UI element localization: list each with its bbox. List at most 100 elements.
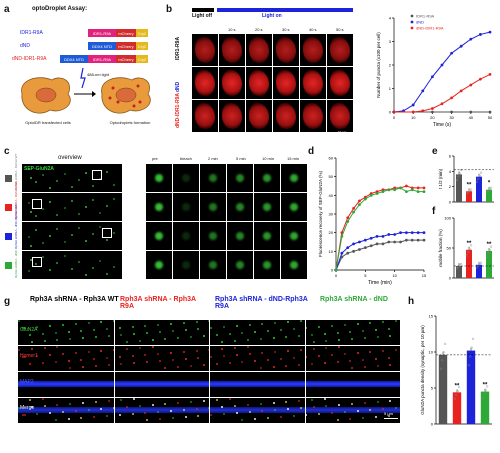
data-point	[363, 197, 367, 201]
frap-timepoint-image	[227, 251, 253, 279]
frap-spot	[263, 174, 271, 182]
overview-header: overview	[58, 155, 82, 161]
cell-fluorescence	[249, 103, 269, 129]
synaptic-punctum	[349, 331, 352, 333]
synaptic-punctum	[146, 332, 149, 334]
legend-label: dND	[416, 20, 424, 25]
synaptic-punctum	[338, 404, 341, 406]
synapse-spot	[35, 181, 38, 183]
synaptic-punctum	[157, 411, 160, 413]
timepoint-label: 20 s	[255, 27, 263, 32]
synaptic-punctum	[151, 339, 154, 341]
synaptic-punctum	[195, 350, 198, 352]
synaptic-punctum	[94, 336, 97, 338]
synaptic-punctum	[87, 351, 90, 353]
data-point	[421, 109, 425, 113]
synaptic-punctum	[221, 348, 224, 350]
synaptic-punctum	[376, 365, 379, 367]
bar	[476, 176, 482, 202]
individual-point	[485, 255, 488, 258]
chart-f-mobile-fraction: 0 50 100 mobile fraction (%) ** **	[438, 216, 494, 281]
synapse-spot	[113, 184, 116, 186]
synaptic-punctum	[235, 325, 238, 327]
synaptic-punctum	[298, 335, 301, 337]
chart-b-puncta-count: 0 10 20 30 40 50 0 1 2 3 4 Time (s) Number of puncta…	[376, 14, 493, 129]
construct-label-idr1: IDR1-R9A	[20, 30, 43, 36]
panel-letter-e: e	[432, 146, 438, 157]
light-label: 488-nm light	[87, 72, 110, 77]
individual-point	[468, 247, 471, 250]
y-tick-label: 60	[329, 156, 334, 161]
construct-part: IDR1-R9A	[88, 55, 116, 63]
optodroplet-image	[273, 34, 299, 66]
individual-point	[455, 267, 458, 270]
synaptic-punctum	[248, 411, 251, 413]
overview-image	[22, 164, 122, 192]
bar	[466, 191, 472, 202]
optodroplet-image	[273, 100, 299, 132]
legend-square-dnd	[5, 262, 12, 269]
synaptic-punctum	[197, 415, 200, 417]
synaptic-punctum	[107, 335, 110, 337]
synaptic-punctum	[49, 354, 52, 356]
synaptic-punctum	[62, 411, 64, 413]
data-point	[431, 110, 434, 114]
overview-image	[22, 193, 122, 221]
synapse-spot	[49, 235, 52, 237]
synaptic-punctum	[331, 354, 333, 356]
y-tick-label: 0	[449, 276, 452, 281]
panel-letter-c: c	[4, 146, 10, 157]
synaptic-punctum	[312, 406, 315, 408]
synapse-spot	[42, 208, 45, 210]
synaptic-punctum	[235, 412, 238, 414]
synaptic-punctum	[395, 407, 398, 409]
individual-point	[471, 337, 475, 340]
synaptic-punctum	[369, 409, 372, 411]
roi-box	[32, 257, 42, 267]
synaptic-punctum	[184, 329, 187, 331]
col-header-5min: 5 min	[236, 156, 246, 161]
optodroplet-image	[219, 67, 245, 99]
frap-spot	[236, 261, 244, 269]
individual-point	[467, 364, 470, 367]
synaptic-punctum	[228, 333, 231, 335]
data-point	[352, 207, 355, 210]
synaptic-punctum	[338, 339, 341, 341]
significance-marker: *	[488, 181, 491, 187]
data-point	[411, 103, 415, 107]
individual-point	[441, 359, 444, 362]
synaptic-punctum	[279, 416, 282, 418]
synaptic-punctum	[215, 399, 218, 401]
synaptic-punctum	[144, 354, 147, 356]
synapse-spot	[91, 233, 94, 235]
frap-spot	[236, 203, 244, 211]
individual-point	[465, 254, 468, 257]
synapse-spot	[35, 215, 38, 217]
roi-box	[32, 199, 42, 209]
overview-image	[22, 251, 122, 279]
legend-square-wt	[5, 175, 12, 182]
data-point	[392, 110, 396, 114]
optodroplet-image	[300, 34, 326, 66]
synapse-spot	[77, 227, 80, 229]
frap-spot	[155, 232, 163, 240]
synaptic-punctum	[18, 349, 20, 351]
series-line	[335, 187, 424, 271]
synapse-spot	[91, 185, 94, 187]
synaptic-punctum	[87, 322, 90, 324]
optodroplet-image	[300, 100, 326, 132]
series-line	[335, 239, 424, 271]
significance-marker: **	[467, 182, 472, 188]
light-on-label: Light on	[262, 13, 282, 19]
scale-bar-label: 5 µm	[384, 411, 393, 416]
synapse-spot	[63, 207, 66, 209]
synaptic-punctum	[351, 367, 354, 369]
synaptic-punctum	[395, 349, 398, 351]
scale-bar	[384, 418, 398, 419]
synaptic-punctum	[190, 401, 193, 403]
synaptic-punctum	[248, 324, 251, 326]
synapse-spot	[84, 172, 87, 174]
data-point	[405, 231, 408, 235]
y-tick-label: 6	[449, 154, 452, 159]
individual-point	[457, 175, 460, 178]
